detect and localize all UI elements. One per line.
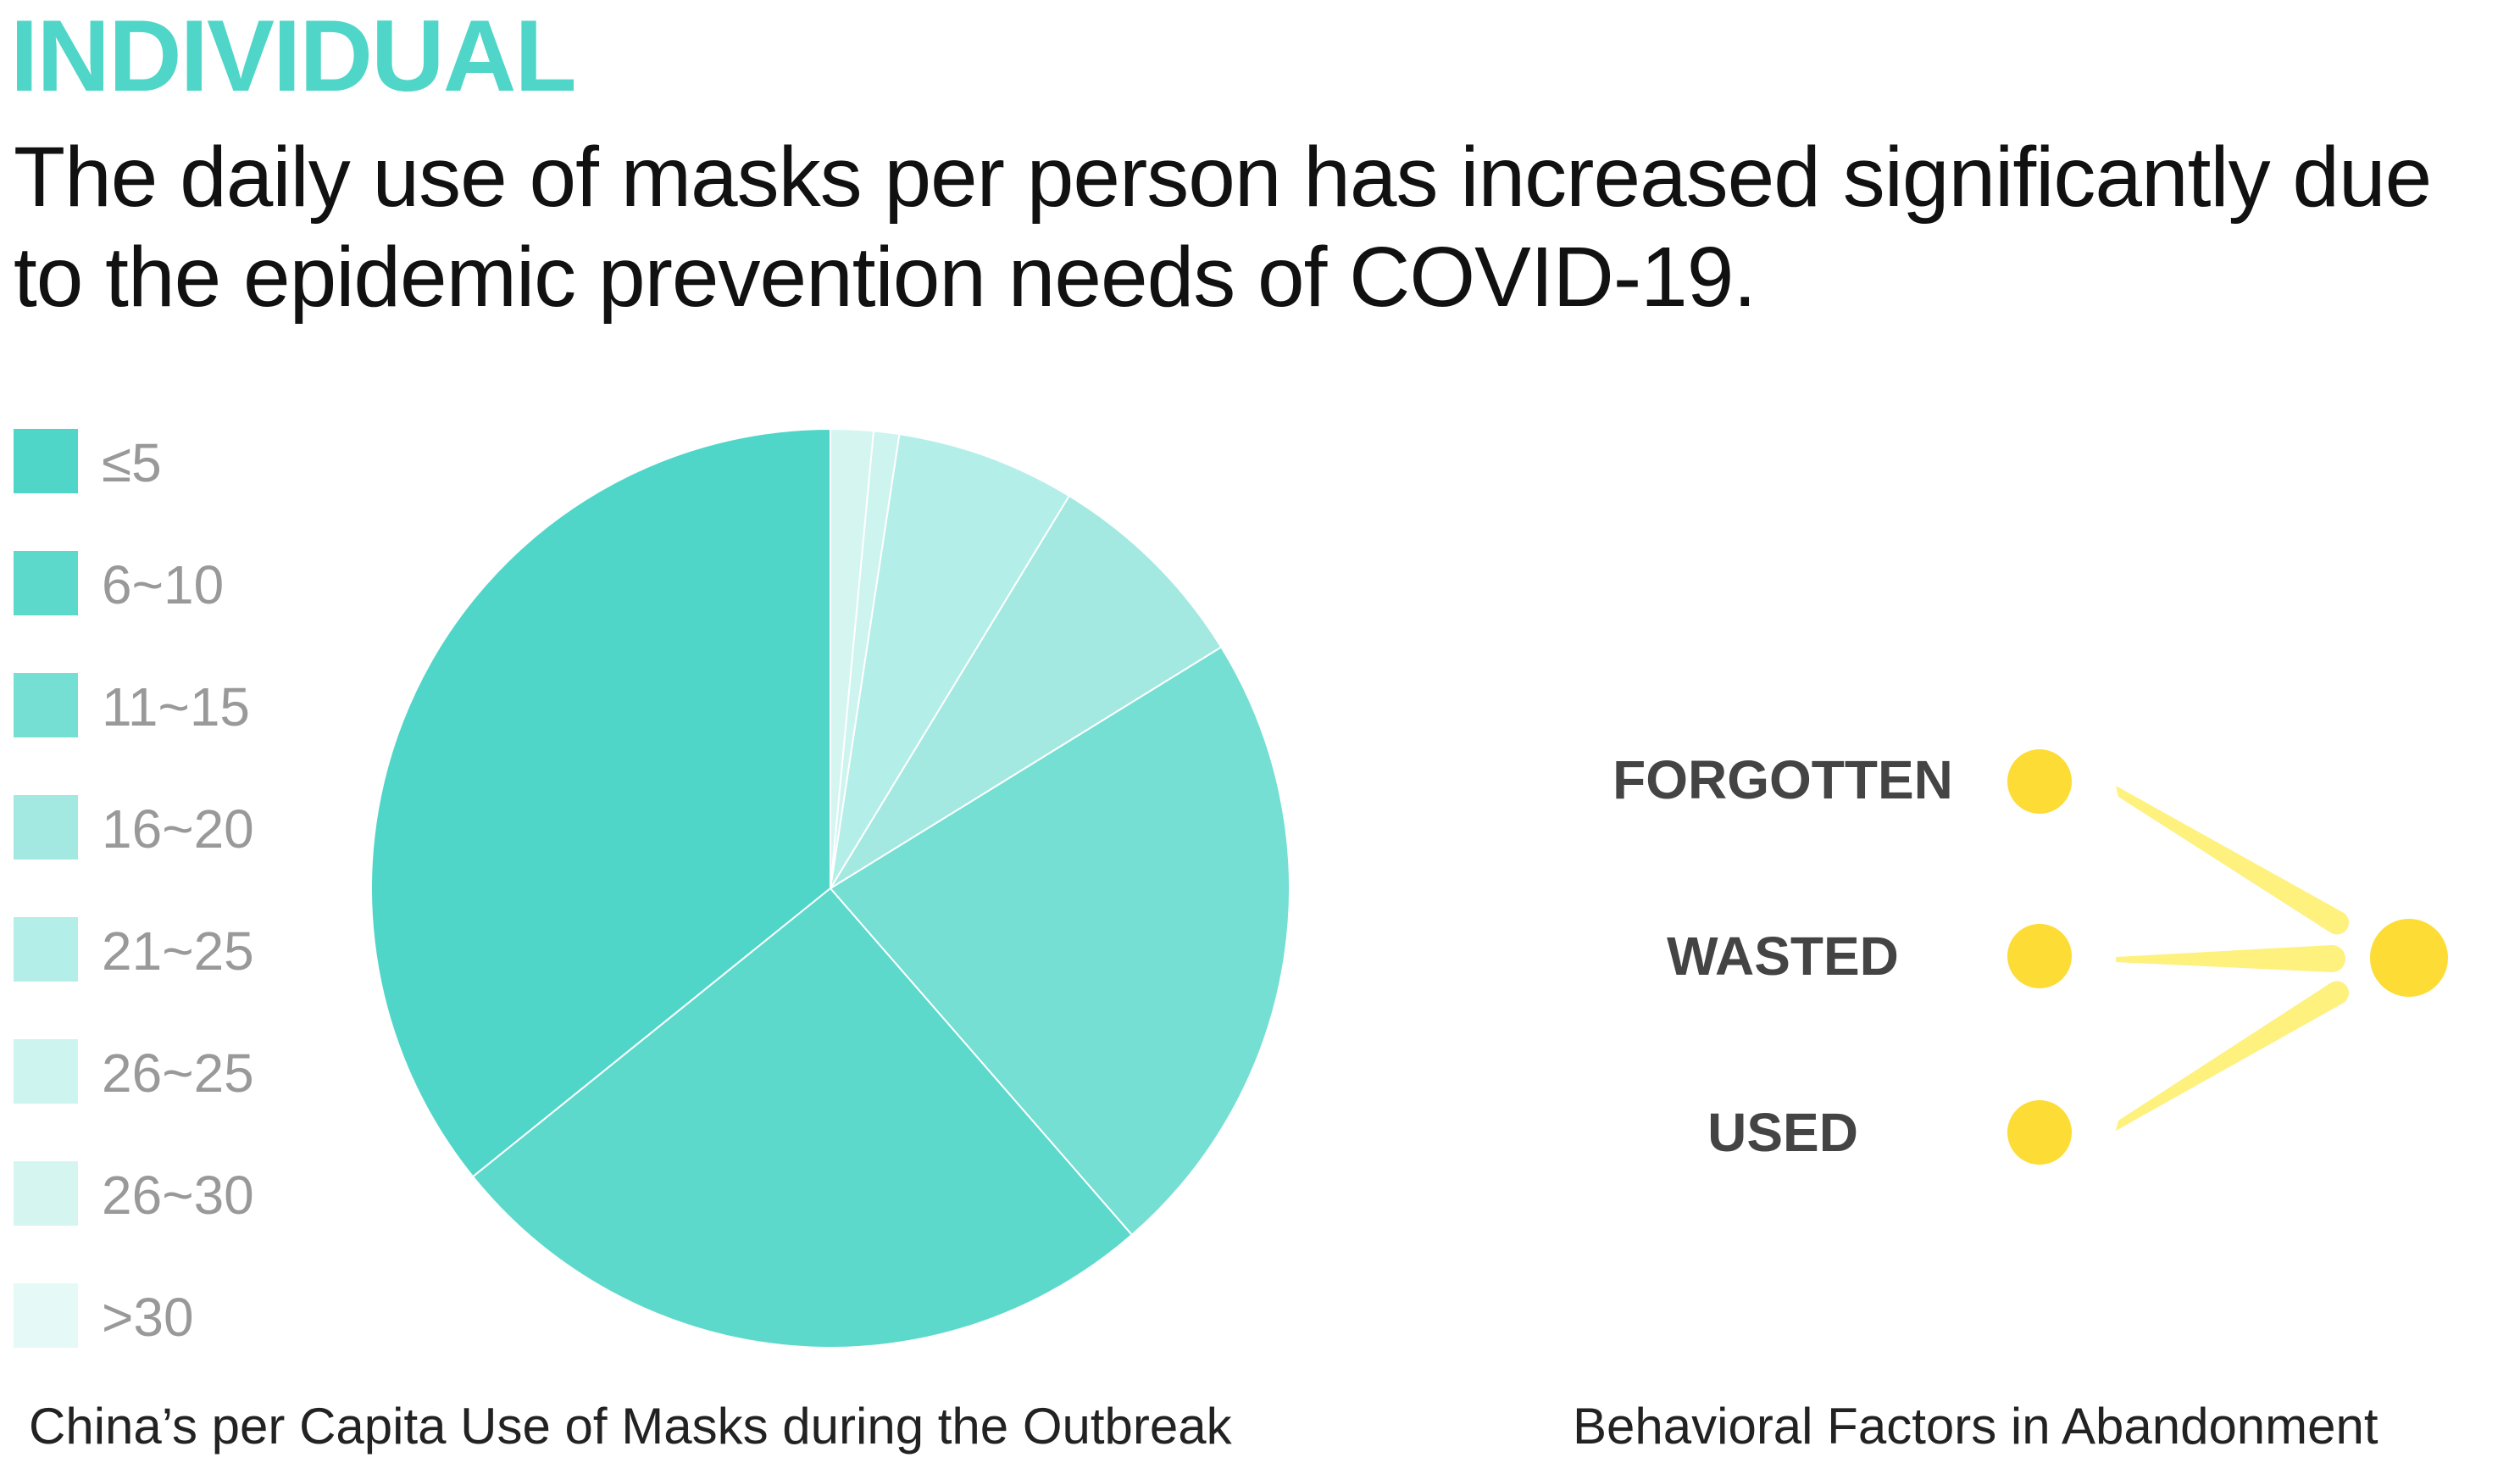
pie-slice — [471, 887, 1134, 1349]
pie-slice — [369, 427, 831, 1178]
pie-slice — [830, 494, 1223, 889]
legend-item: 26~25 — [14, 1039, 319, 1104]
legend-label: 11~15 — [102, 676, 250, 737]
pie-slice — [829, 645, 1291, 1237]
pie-slice — [830, 427, 875, 889]
legend-swatch — [14, 795, 78, 859]
legend-swatch — [14, 1039, 78, 1104]
legend-label: >30 — [102, 1287, 194, 1348]
legend-swatch — [14, 1161, 78, 1226]
legend-swatch — [14, 429, 78, 493]
legend-label: 26~25 — [102, 1043, 254, 1104]
factor-label-forgotten: FORGOTTEN — [1612, 749, 1953, 810]
legend-item: 6~10 — [14, 551, 319, 615]
pie-slice — [830, 433, 1071, 889]
legend-item: ≤5 — [14, 429, 319, 493]
diagram-caption: Behavioral Factors in Abandonment — [1573, 1398, 2378, 1455]
legend-label: 6~10 — [102, 554, 225, 615]
headline-line-2: to the epidemic prevention needs of COVI… — [14, 230, 1757, 325]
headline: The daily use of masks per person has in… — [14, 127, 2513, 327]
legend-item: 16~20 — [14, 795, 319, 859]
legend-swatch — [14, 551, 78, 615]
ray-used — [2116, 981, 2350, 1131]
legend-item: 11~15 — [14, 673, 319, 737]
legend-label: 16~20 — [102, 798, 254, 859]
factor-label-wasted: WASTED — [1667, 926, 1899, 987]
abandonment-dot — [2370, 919, 2448, 997]
section-title: INDIVIDUAL — [10, 0, 577, 113]
legend-item: 26~30 — [14, 1161, 319, 1226]
factor-dot-used — [2007, 1100, 2072, 1165]
legend-label: ≤5 — [102, 432, 162, 493]
pie-caption: China’s per Capita Use of Masks during t… — [29, 1398, 1232, 1455]
headline-line-1: The daily use of masks per person has in… — [14, 130, 2432, 225]
legend-swatch — [14, 917, 78, 982]
legend-swatch — [14, 1283, 78, 1348]
factor-dot-wasted — [2007, 924, 2072, 988]
legend-item: >30 — [14, 1283, 319, 1348]
legend-label: 26~30 — [102, 1165, 254, 1226]
legend-label: 21~25 — [102, 921, 254, 982]
ray-forgotten — [2116, 786, 2350, 935]
factor-dot-forgotten — [2007, 749, 2072, 814]
ray-wasted — [2116, 945, 2345, 972]
legend-swatch — [14, 673, 78, 737]
legend-item: 21~25 — [14, 917, 319, 982]
factor-label-used: USED — [1707, 1102, 1858, 1163]
